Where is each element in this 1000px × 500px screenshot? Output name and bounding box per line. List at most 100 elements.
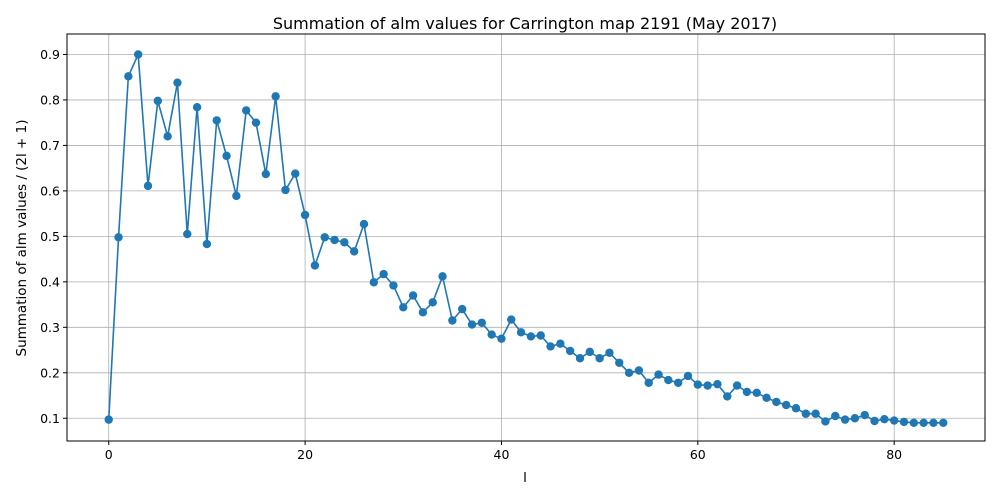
y-tick-label: 0.9 — [40, 47, 60, 62]
x-axis: 0 20 40 60 80 — [105, 441, 902, 462]
data-point — [516, 328, 526, 337]
data-point — [202, 239, 212, 249]
data-point — [801, 409, 811, 418]
data-point — [634, 366, 644, 375]
data-point — [850, 414, 860, 423]
data-point — [389, 281, 398, 290]
data-point — [369, 278, 379, 287]
data-point — [664, 375, 673, 385]
data-point — [487, 330, 496, 339]
data-point — [104, 415, 113, 424]
data-point — [821, 417, 830, 426]
data-point — [565, 346, 575, 356]
data-point — [919, 418, 928, 428]
grid — [67, 34, 985, 441]
data-point — [585, 347, 595, 357]
data-point — [271, 92, 280, 101]
data-point — [251, 118, 261, 127]
data-point — [340, 238, 349, 247]
data-point — [762, 393, 771, 402]
data-point — [693, 380, 703, 389]
data-point — [840, 415, 850, 424]
data-point — [379, 269, 388, 279]
data-point — [428, 298, 437, 307]
data-point — [438, 272, 447, 281]
data-point — [654, 370, 663, 379]
data-point — [624, 368, 634, 377]
y-tick-label: 0.1 — [40, 411, 60, 426]
data-point — [497, 334, 506, 343]
data-point — [192, 103, 202, 112]
y-tick-label: 0.3 — [40, 320, 60, 335]
data-point — [860, 410, 869, 420]
data-point — [546, 342, 555, 351]
data-point — [457, 304, 467, 314]
x-tick-label: 0 — [105, 447, 113, 462]
data-point — [723, 392, 732, 401]
data-point — [742, 387, 752, 397]
data-point — [153, 96, 163, 106]
x-tick-label: 40 — [494, 447, 510, 462]
y-axis: 0.1 0.2 0.3 0.4 0.5 0.6 0.7 0.8 0.9 — [40, 47, 67, 426]
chart-title: Summation of alm values for Carrington m… — [273, 14, 777, 33]
data-point — [114, 233, 123, 242]
data-point — [448, 316, 457, 325]
data-point — [330, 235, 339, 245]
data-point — [575, 354, 585, 363]
data-point — [713, 379, 722, 389]
data-point — [241, 106, 251, 115]
data-point — [320, 233, 329, 242]
y-tick-label: 0.4 — [40, 274, 60, 289]
data-point — [477, 318, 487, 327]
data-point — [467, 320, 477, 329]
y-tick-label: 0.5 — [40, 229, 60, 244]
data-point — [880, 414, 889, 424]
data-point — [615, 358, 624, 367]
data-point — [909, 418, 919, 428]
x-tick-label: 20 — [297, 447, 313, 462]
y-axis-title: Summation of alm values / (2l + 1) — [14, 119, 30, 356]
data-point — [536, 331, 545, 340]
data-point — [124, 72, 133, 81]
data-point — [556, 339, 565, 348]
data-point — [683, 371, 693, 381]
data-point — [889, 416, 899, 425]
data-point — [772, 397, 781, 407]
data-point — [291, 169, 300, 178]
data-point — [732, 381, 742, 390]
data-point — [173, 78, 182, 87]
data-point — [644, 378, 653, 387]
data-point — [595, 354, 604, 363]
data-point — [281, 185, 290, 195]
data-point — [261, 169, 271, 179]
data-point — [939, 418, 948, 428]
data-point — [811, 409, 820, 418]
data-point — [791, 404, 801, 413]
series-line-group — [104, 50, 948, 428]
data-point — [399, 303, 408, 312]
data-point — [310, 261, 320, 270]
data-point — [703, 381, 712, 390]
data-point — [183, 229, 192, 239]
data-point — [781, 400, 791, 410]
data-point — [870, 416, 879, 426]
data-point — [212, 116, 221, 125]
data-point — [300, 210, 310, 220]
data-point — [359, 219, 369, 229]
data-point — [831, 411, 840, 421]
data-point — [143, 181, 153, 191]
x-tick-label: 60 — [690, 447, 706, 462]
data-point — [526, 332, 536, 341]
y-tick-label: 0.8 — [40, 92, 60, 107]
data-point — [133, 50, 143, 59]
data-point — [349, 247, 359, 256]
y-tick-label: 0.2 — [40, 365, 60, 380]
data-point — [232, 191, 241, 201]
y-tick-label: 0.7 — [40, 138, 60, 153]
plot-area-frame — [66, 33, 986, 442]
x-axis-title: l — [523, 470, 527, 486]
x-tick-label: 80 — [886, 447, 902, 462]
data-point — [673, 378, 683, 387]
data-point — [605, 348, 614, 357]
